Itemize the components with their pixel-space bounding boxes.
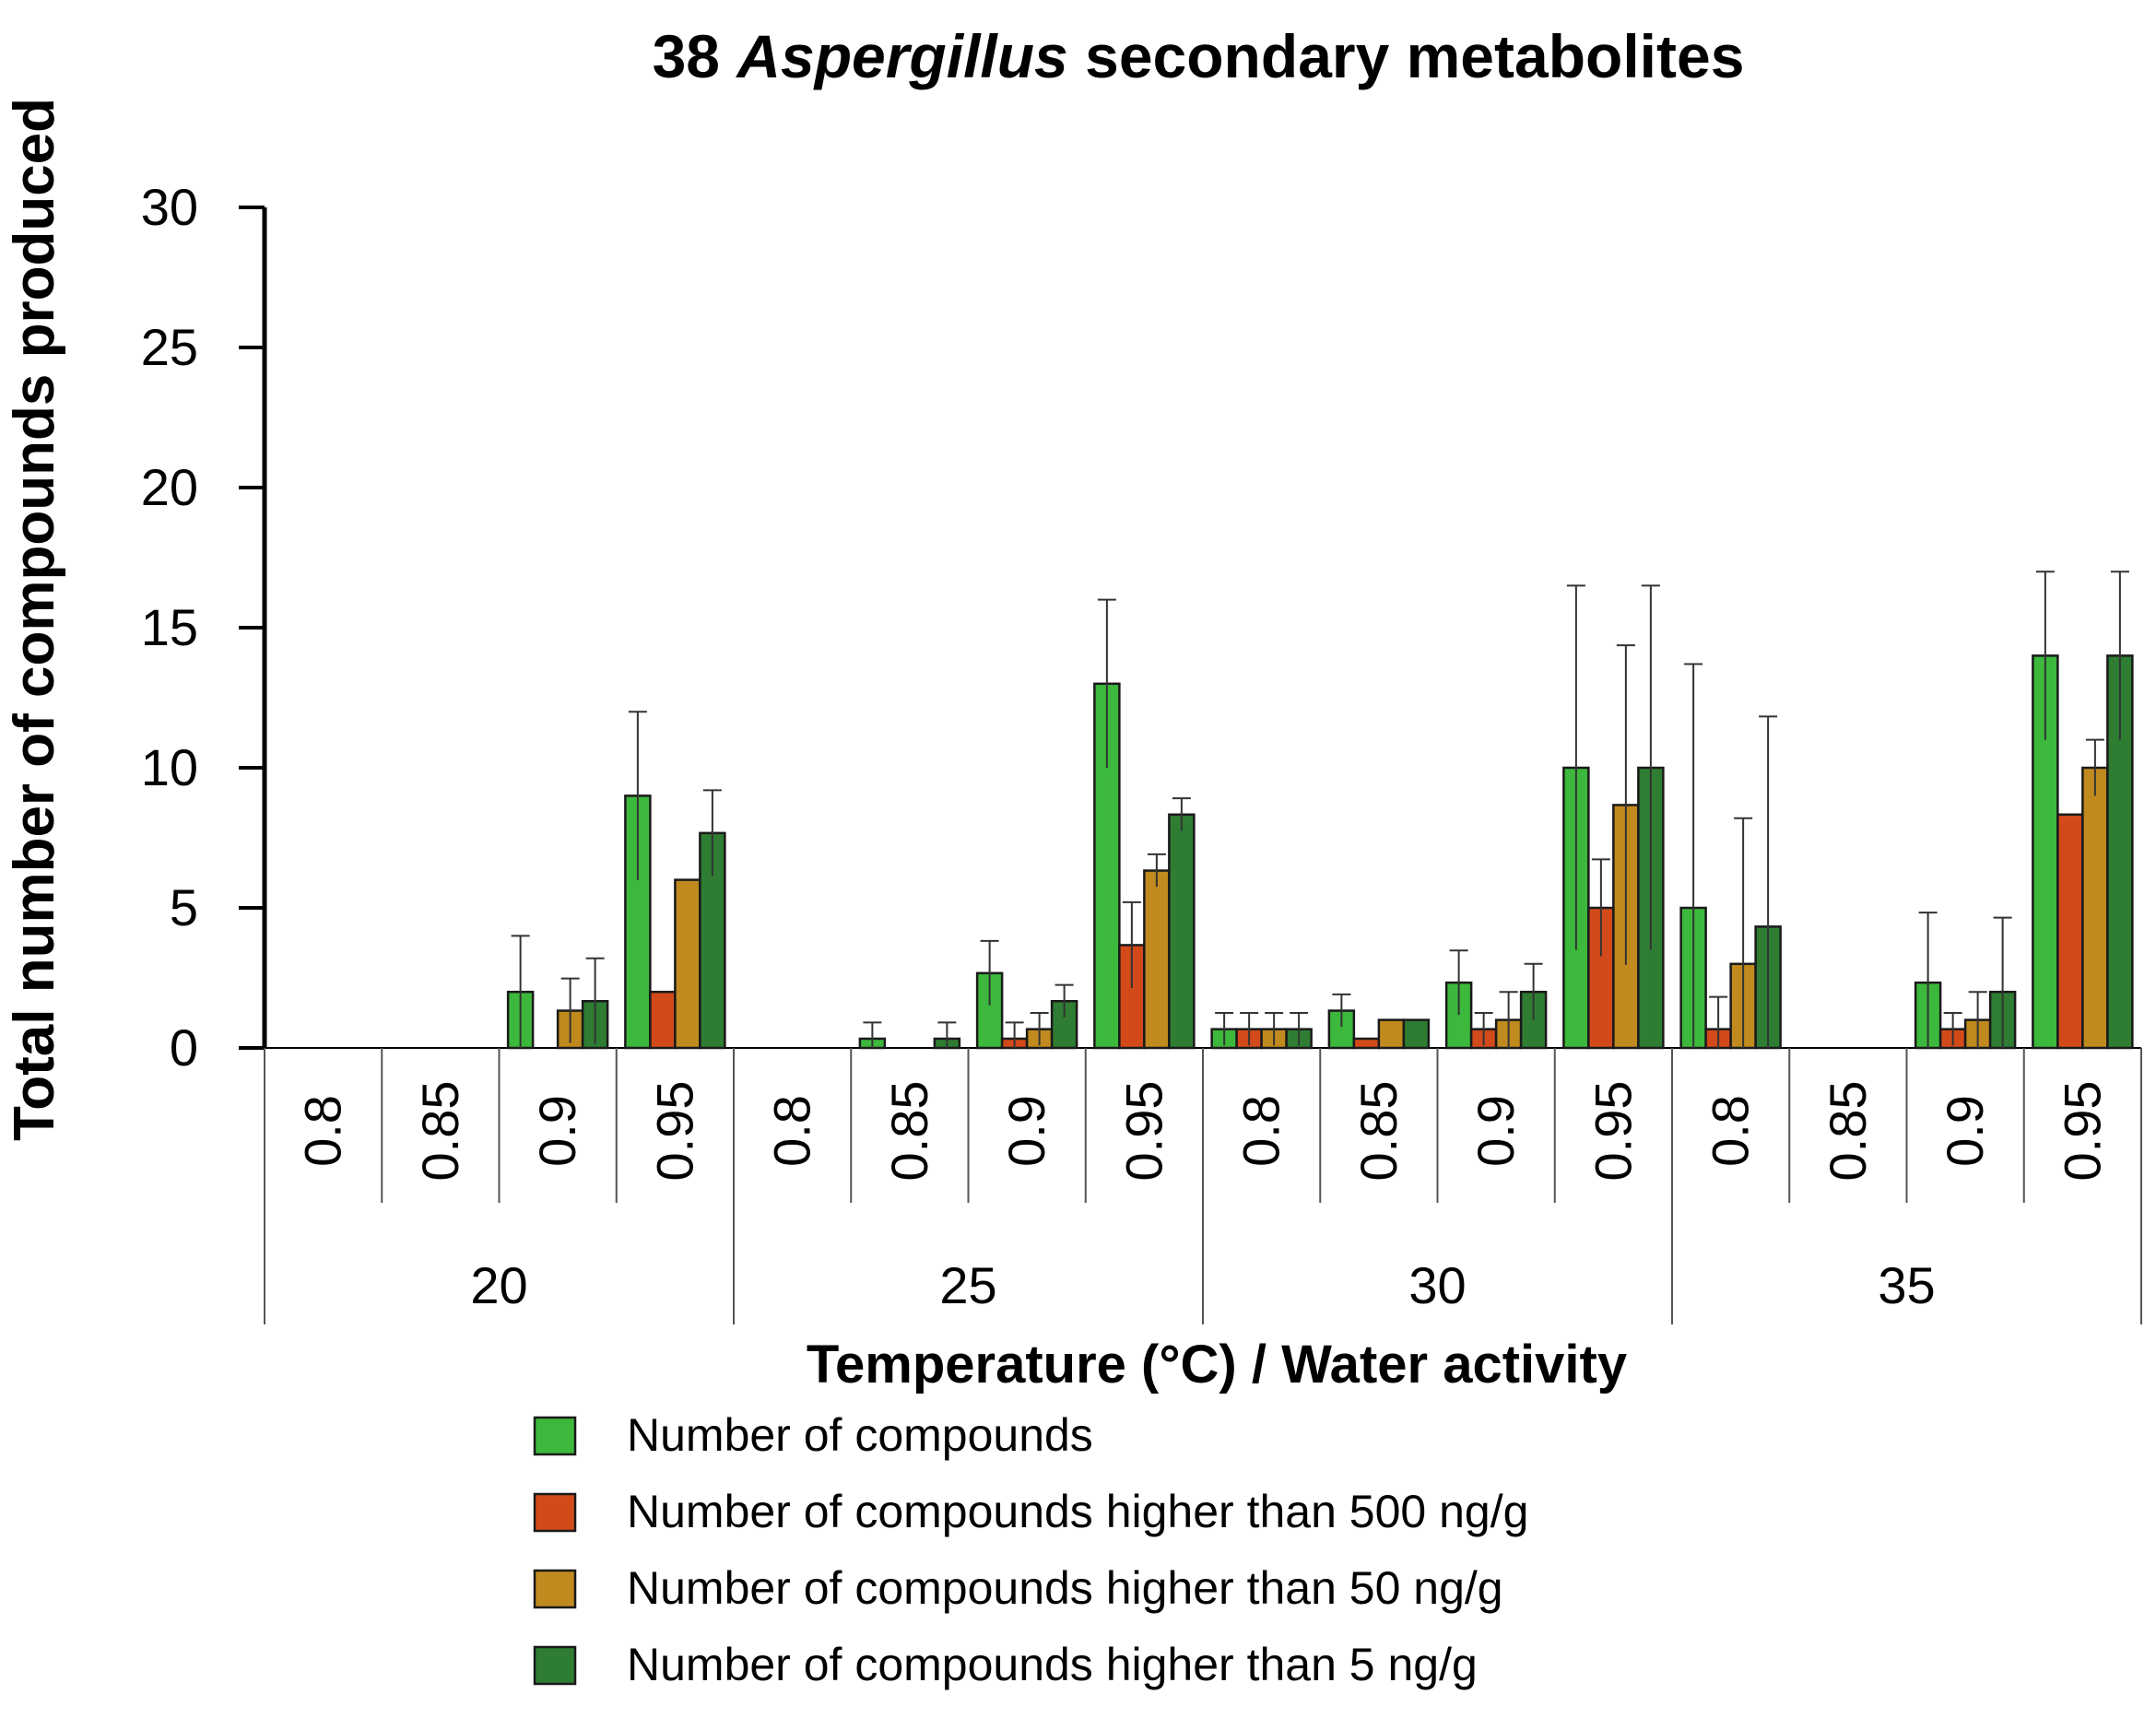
x-tick-label: 0.95 [645,1081,703,1182]
x-tick-label: 0.85 [1819,1081,1877,1182]
x-tick-label: 0.85 [880,1081,938,1182]
x-tick-label: 0.9 [1467,1095,1525,1167]
bar [1352,1037,1381,1050]
x-tick-label: 0.8 [1232,1095,1290,1167]
axes: 0 5 10 15 20 25 30 0.8 0.85 0.9 0.95 0.8 0.85 0.9 0.95… [141,178,2142,1324]
x-tick-label: 0.8 [763,1095,821,1167]
x-tick-label: 0.95 [1114,1081,1172,1182]
legend: Number of compounds Number of compounds h… [533,1409,1528,1690]
x-tick-label: 0.9 [997,1095,1055,1167]
group-label: 30 [1408,1256,1466,1314]
y-tick-label: 10 [141,738,198,796]
y-tick-label: 20 [141,458,198,516]
y-tick-label: 25 [141,318,198,376]
title-number: 38 [653,22,720,90]
x-tick-label: 0.85 [1349,1081,1408,1182]
error-bars [511,571,2129,1048]
x-tick-label: 0.9 [1936,1095,1994,1167]
group-label: 35 [1878,1256,1935,1314]
legend-swatch [533,1569,577,1609]
group-label: 25 [939,1256,996,1314]
chart-title: 38 Aspergillus secondary metabolites [653,22,1745,90]
legend-label: Number of compounds higher than 500 ng/g [627,1486,1528,1537]
bar [1402,1018,1431,1050]
y-tick-label: 15 [141,598,198,656]
x-tick-label: 0.85 [411,1081,469,1182]
bar [674,878,701,1050]
bar [1143,869,1171,1050]
x-tick-label: 0.95 [1584,1081,1642,1182]
y-tick-label: 0 [170,1018,198,1077]
bar [2056,813,2084,1050]
x-axis-label: Temperature (°C) / Water activity [807,1335,1627,1394]
x-tick-label: 0.8 [294,1095,352,1167]
y-axis-label: Total number of compounds produced [3,98,66,1141]
legend-label: Number of compounds [627,1409,1093,1461]
y-tick-label: 30 [141,178,198,236]
legend-label: Number of compounds higher than 5 ng/g [627,1639,1478,1690]
legend-swatch [533,1492,577,1533]
x-tick-label: 0.95 [2053,1081,2111,1182]
y-tick-label: 5 [170,878,198,936]
bars [506,654,2134,1050]
bar [1377,1018,1406,1050]
legend-swatch [533,1416,577,1456]
bar [2081,766,2109,1050]
group-label: 20 [470,1256,527,1314]
legend-label: Number of compounds higher than 50 ng/g [627,1562,1503,1614]
x-tick-label: 0.8 [1702,1095,1760,1167]
legend-swatch [533,1645,577,1686]
x-tick-label: 0.9 [528,1095,586,1167]
bar [1168,813,1196,1050]
bar [1050,999,1078,1050]
bar [649,990,677,1050]
title-genus: Aspergillus [735,22,1067,90]
title-rest: secondary metabolites [1085,22,1744,90]
